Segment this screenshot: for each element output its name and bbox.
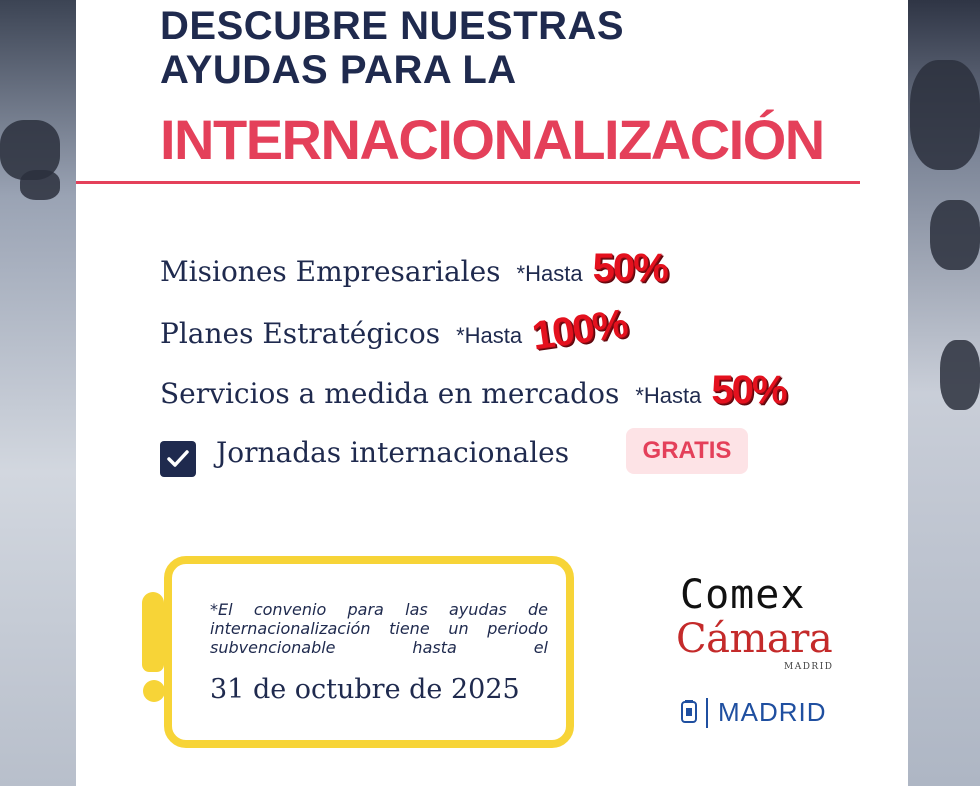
background-left-panel [0, 0, 80, 786]
aid-note: *Hasta [516, 261, 583, 286]
aid-note: *Hasta [635, 383, 702, 408]
title-line-1: DESCUBRE NUESTRAS [160, 4, 625, 48]
deadline-notice-box [164, 556, 574, 748]
aid-item-planes: Planes Estratégicos *Hasta 100% [160, 302, 629, 359]
map-shape [930, 200, 980, 270]
camara-logo: Cámara [676, 616, 833, 662]
promo-card: DESCUBRE NUESTRAS AYUDAS PARA LA INTERNA… [76, 0, 908, 786]
title-line-2: AYUDAS PARA LA [160, 48, 517, 92]
checkbox-checked-icon [160, 441, 196, 477]
map-shape [910, 60, 980, 170]
camara-logo-subtitle: MADRID [784, 662, 834, 672]
city-logo-separator [706, 698, 708, 728]
title-highlight: INTERNACIONALIZACIÓN [160, 108, 825, 171]
aid-percent: 50% [592, 246, 669, 290]
jornadas-label: Jornadas internacionales [216, 436, 570, 469]
madrid-emblem-icon [681, 700, 697, 723]
free-badge: GRATIS [626, 428, 748, 474]
aid-item-misiones: Misiones Empresariales *Hasta 50% [160, 246, 669, 291]
map-shape [940, 340, 980, 410]
aid-note: *Hasta [456, 323, 523, 348]
aid-label: Servicios a medida en mercados [160, 377, 620, 410]
madrid-city-logo: MADRID [718, 697, 827, 727]
aid-percent: 50% [711, 368, 787, 412]
comex-logo: Comex [680, 572, 806, 618]
aid-item-servicios: Servicios a medida en mercados *Hasta 50… [160, 368, 787, 413]
notice-text: *El convenio para las ayudas de internac… [210, 600, 548, 657]
background-right-panel [900, 0, 980, 786]
notice-date: 31 de octubre de 2025 [210, 674, 520, 705]
aid-percent: 100% [529, 301, 630, 359]
aid-label: Planes Estratégicos [160, 317, 441, 350]
aid-label: Misiones Empresariales [160, 255, 501, 288]
exclamation-icon [142, 592, 164, 672]
map-shape [20, 170, 60, 200]
title-divider [76, 181, 860, 184]
exclamation-dot [143, 680, 165, 702]
